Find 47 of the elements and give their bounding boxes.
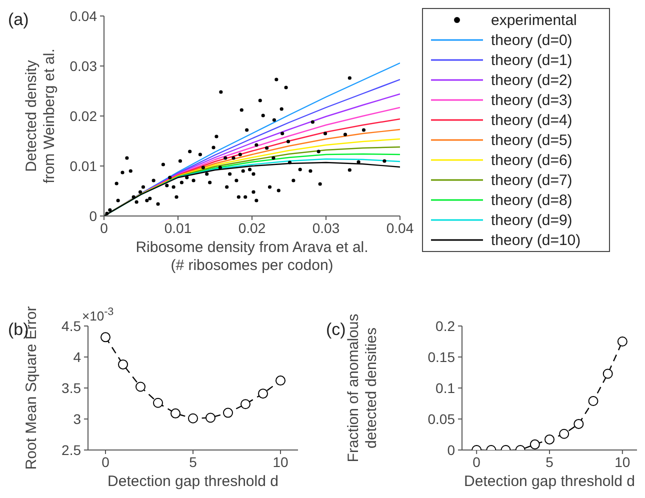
y-tick-label: 4.5 bbox=[62, 318, 82, 334]
x-tick-label: 0.04 bbox=[386, 220, 414, 236]
y-tick-label: 0 bbox=[89, 208, 98, 224]
legend-label: theory (d=5) bbox=[491, 132, 572, 148]
legend-label: theory (d=1) bbox=[491, 52, 572, 68]
y-tick-label: 0 bbox=[447, 442, 456, 458]
y-axis-title: Detected density from Weinberg et al. bbox=[23, 48, 58, 184]
legend-label: theory (d=10) bbox=[491, 232, 581, 248]
legend-label: theory (d=0) bbox=[491, 32, 572, 48]
x-tick-label: 0.02 bbox=[238, 220, 266, 236]
y-tick-label: 0.15 bbox=[428, 348, 456, 365]
legend-label: theory (d=4) bbox=[491, 112, 572, 128]
y-tick-label: 2.5 bbox=[62, 442, 82, 458]
x-tick-label: 0 bbox=[472, 454, 481, 470]
y-axis-title: Fraction of anomalous detected densities bbox=[345, 314, 380, 462]
legend-label: theory (d=7) bbox=[491, 172, 572, 188]
legend-label: theory (d=2) bbox=[491, 72, 572, 88]
y-tick-label: 4 bbox=[73, 348, 82, 365]
y-tick-label: 0.01 bbox=[70, 158, 98, 174]
chart-title: (c) bbox=[326, 320, 346, 340]
legend-label: experimental bbox=[491, 12, 577, 28]
x-tick-label: 10 bbox=[614, 454, 630, 470]
y-tick-label: 3 bbox=[73, 410, 82, 427]
chart-title: (a) bbox=[8, 10, 29, 30]
legend-label: theory (d=9) bbox=[491, 212, 572, 228]
y-tick-label: 0.1 bbox=[436, 380, 456, 396]
chart-title: (b) bbox=[8, 320, 29, 340]
y-tick-label: 0.04 bbox=[70, 8, 98, 24]
x-axis-title: Detection gap threshold d bbox=[464, 473, 635, 490]
y-tick-label: 0.02 bbox=[70, 108, 98, 124]
legend-label: theory (d=3) bbox=[491, 92, 572, 108]
x-tick-label: 0 bbox=[100, 220, 108, 236]
x-tick-label: 0 bbox=[102, 454, 110, 470]
legend-label: theory (d=6) bbox=[491, 152, 572, 168]
x-tick-label: 5 bbox=[189, 454, 198, 470]
x-axis-title: Detection gap threshold d bbox=[108, 473, 278, 490]
text: ×10$^{-3}$ bbox=[82, 306, 114, 324]
y-tick-label: 0.03 bbox=[70, 58, 98, 74]
y-tick-label: 3.5 bbox=[62, 380, 82, 396]
y-tick-label: 0.2 bbox=[436, 318, 456, 334]
x-tick-label: 5 bbox=[546, 454, 554, 470]
y-tick-label: 0.05 bbox=[428, 410, 456, 427]
x-axis-title: Ribosome density from Arava et al. (# ribosomes per codon) bbox=[136, 239, 368, 274]
x-tick-label: 10 bbox=[272, 454, 288, 470]
legend-label: theory (d=8) bbox=[491, 192, 572, 208]
x-tick-label: 0.03 bbox=[312, 220, 340, 236]
x-tick-label: 0.01 bbox=[164, 220, 192, 236]
